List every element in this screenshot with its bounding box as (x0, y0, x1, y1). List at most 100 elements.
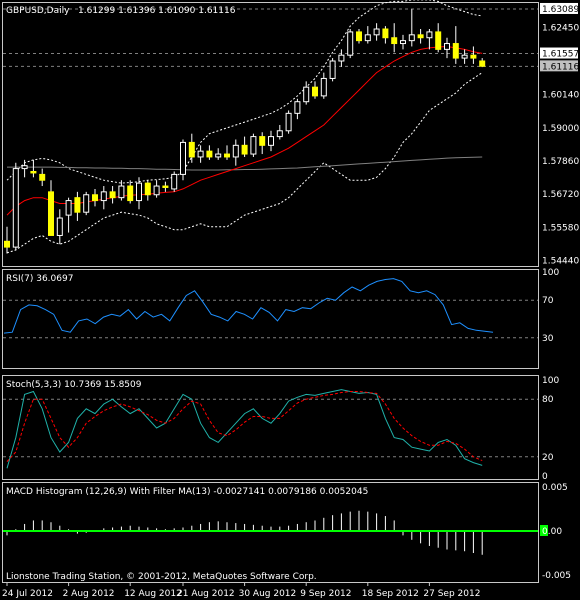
candle-body (461, 54, 468, 59)
candle-body (470, 54, 477, 59)
stoch-tick-label: 80 (542, 395, 554, 405)
candle-body (276, 130, 283, 138)
band-upper-line (6, 0, 483, 184)
price-panel (3, 0, 538, 254)
candle-body (285, 112, 292, 132)
candle-body (312, 86, 318, 97)
candle-body (30, 170, 37, 174)
stoch-tick-label: 0 (542, 472, 548, 482)
candle-body (83, 194, 90, 213)
macd-panel: 0.005 0.00 -0.005 (3, 483, 571, 581)
price-tick-label: 1.55580 (542, 223, 579, 233)
candle-body (136, 182, 142, 202)
price-tag-bg (540, 47, 578, 59)
candle-body (435, 31, 442, 50)
price-tick-label: 1.61116 (542, 62, 579, 72)
x-tick-label: 27 Sep 2012 (423, 589, 480, 599)
candle-body (56, 217, 63, 236)
price-panel-frame (2, 2, 539, 267)
candle-body (4, 240, 10, 248)
candle-body (215, 153, 222, 158)
candle-body (197, 150, 204, 158)
x-tick-label: 9 Sep 2012 (300, 589, 351, 599)
candle-body (100, 191, 107, 202)
candle-body (144, 182, 151, 196)
rsi-tick-label: 100 (542, 268, 559, 278)
candle-body (92, 194, 98, 202)
price-header-ohlc: 1.61299 1.61396 1.61090 1.61116 (78, 6, 236, 16)
x-tick-label: 12 Aug 2012 (124, 589, 182, 599)
candle-body (250, 136, 257, 155)
candle-body (400, 40, 406, 45)
price-header-symbol: GBPUSD,Daily (6, 6, 70, 16)
stoch-title: Stoch(5,3,3) 10.7369 15.8509 (6, 380, 142, 390)
rsi-panel-frame (2, 269, 539, 369)
candle-body (444, 43, 450, 50)
x-tick-label: 21 Aug 2012 (177, 589, 235, 599)
macd-title: MACD Histogram (12,26,9) With Filter MA(… (6, 487, 368, 497)
price-tick-label: 1.56720 (542, 190, 579, 200)
candle-body (479, 60, 486, 67)
candle-body (373, 28, 380, 36)
rsi-panel: 100 70 30 (3, 268, 559, 344)
stoch-panel-frame (2, 375, 539, 480)
candle-body (320, 77, 327, 97)
candle-body (206, 150, 213, 158)
candle-body (268, 136, 274, 146)
price-tick-label: 1.54440 (542, 256, 579, 266)
candle-body (171, 173, 178, 190)
candle-body (39, 173, 46, 181)
band-lower-line (6, 72, 483, 254)
candle-body (232, 144, 239, 158)
macd-tick-label: 0.005 (542, 483, 568, 493)
candle-body (109, 191, 116, 199)
x-tick-label: 2 Aug 2012 (63, 589, 115, 599)
x-tick-label: 18 Sep 2012 (362, 589, 419, 599)
price-axis: 1.63089 1.62450 1.61557 1.61116 1.60140 1.590… (540, 2, 579, 266)
macd-tick-label: -0.005 (542, 571, 571, 581)
price-tick-label: 1.63089 (542, 5, 579, 15)
candle-body (65, 200, 72, 216)
candle-body (74, 197, 81, 213)
candle-body (391, 37, 398, 45)
candle-body (12, 168, 19, 248)
candle-body (21, 165, 28, 170)
candle-body (259, 136, 266, 146)
rsi-title: RSI(7) 36.0697 (6, 274, 73, 284)
candle-body (356, 31, 362, 42)
candle-body (347, 31, 354, 56)
price-tag-bg (540, 2, 578, 14)
candle-body (153, 185, 160, 196)
candle-body (338, 54, 345, 62)
candle-body (162, 185, 169, 188)
price-tick-label: 1.60140 (542, 91, 579, 101)
stoch-tick-label: 100 (542, 376, 559, 386)
price-tick-label: 1.61557 (542, 50, 579, 60)
candle-body (127, 185, 134, 202)
price-tick-label: 1.59000 (542, 124, 579, 134)
stoch-main-line (6, 389, 483, 469)
candle-body (417, 34, 424, 39)
candle-body (452, 43, 459, 59)
candle-body (426, 31, 433, 39)
candle-body (118, 185, 125, 199)
x-tick-label: 30 Aug 2012 (239, 589, 297, 599)
price-tick-label: 1.62450 (542, 24, 579, 34)
price-tag-bg (540, 60, 578, 72)
candle-body (224, 153, 230, 158)
stoch-panel: 100 80 20 0 (3, 376, 559, 482)
candle-body (303, 86, 310, 103)
stoch-signal-line (6, 391, 483, 462)
rsi-tick-label: 30 (542, 334, 554, 344)
candle-body (188, 141, 195, 158)
ma-gray-line (7, 156, 483, 171)
macd-tick-label: 0.00 (542, 527, 562, 537)
x-tick-label: 24 Jul 2012 (2, 589, 53, 599)
copyright-text: Lionstone Trading Station, © 2001-2012, … (6, 572, 317, 582)
rsi-line (3, 278, 494, 334)
candle-body (329, 60, 336, 79)
candle-body (48, 191, 54, 236)
candle-body (180, 141, 186, 175)
